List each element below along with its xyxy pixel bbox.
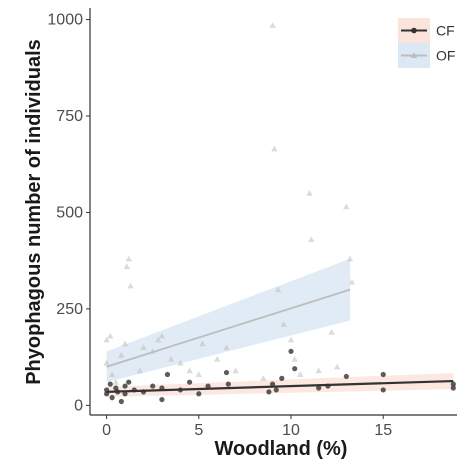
data-point-cf [196,391,202,397]
data-point-of [107,332,114,339]
x-axis-title: Woodland (%) [215,438,348,460]
data-point-of [315,367,322,374]
data-point-cf [292,366,298,372]
data-point-cf [186,379,193,385]
data-point-cf [288,348,294,354]
y-tick-label: 0 [74,397,83,414]
x-tick-label: 10 [282,422,300,439]
data-point-of [333,363,341,370]
y-tick-label: 750 [56,108,83,125]
legend-marker-of [410,52,418,59]
plot-area [103,22,456,405]
trend-line-cf [106,379,454,393]
data-point-of [167,355,175,362]
legend-label-cf: CF [436,23,455,39]
data-point-cf [150,383,156,389]
data-point-cf [122,383,128,389]
data-point-cf [380,371,386,378]
data-point-of [271,145,278,152]
data-point-of [348,278,356,285]
data-point-of [232,367,239,374]
data-point-cf [159,396,165,403]
legend-label-of: OF [436,48,455,64]
data-point-of [103,359,110,366]
data-point-of [269,22,276,28]
data-point-cf [266,389,272,395]
data-point-of [223,344,230,351]
data-point-of [195,371,203,378]
data-point-of [287,336,295,343]
trend-line-of [106,288,351,368]
x-tick-label: 5 [194,422,203,439]
data-point-of [177,359,184,366]
data-point-of [297,371,304,378]
x-tick-label: 15 [374,422,392,439]
data-point-of [125,255,132,262]
data-point-of [158,332,166,339]
data-point-cf [122,391,128,397]
data-point-of [274,286,282,293]
data-point-cf [450,385,456,391]
data-point-of [108,371,116,378]
data-point-cf [113,385,119,391]
y-tick-label: 250 [56,301,83,318]
axes: 0 250 500 750 1000 0 5 10 15 [47,8,457,439]
data-point-of [186,367,193,374]
data-point-cf [269,381,276,387]
data-point-of [260,375,267,381]
confidence-band-of [106,258,351,383]
data-point-cf [316,385,322,391]
data-point-cf [273,387,279,393]
data-point-of [280,321,287,327]
legend: CF OF [398,18,455,68]
data-point-of [291,355,298,362]
data-point-of [136,367,143,374]
data-point-cf [380,387,386,393]
data-point-of [127,282,134,289]
data-point-of [155,336,162,343]
y-tick-label: 500 [56,204,83,221]
data-point-cf [164,371,171,378]
data-point-of [112,379,120,385]
data-point-of [199,340,206,347]
data-point-of [103,336,110,343]
data-point-of [306,189,313,196]
x-tick-label: 0 [102,422,111,439]
data-point-cf [118,398,124,405]
data-point-of [140,344,147,351]
data-point-of [121,340,129,347]
data-point-cf [126,379,132,385]
y-axis-title: Phyophagous number of individuals [23,39,45,385]
data-point-cf [107,381,113,387]
data-point-cf [109,395,115,401]
data-point-of [346,255,354,262]
data-point-of [343,203,350,210]
data-point-cf [450,381,456,387]
data-point-of [308,236,315,243]
legend-marker-cf [411,27,417,34]
data-point-cf [223,369,230,376]
data-point-of [123,263,131,270]
data-point-of [328,328,335,335]
data-point-cf [225,381,231,387]
data-point-cf [343,373,349,380]
data-point-of [214,355,221,362]
data-point-of [118,352,125,358]
y-tick-label: 1000 [47,12,83,29]
confidence-band-cf [106,372,454,397]
data-point-cf [279,375,285,381]
data-point-cf [205,383,211,389]
